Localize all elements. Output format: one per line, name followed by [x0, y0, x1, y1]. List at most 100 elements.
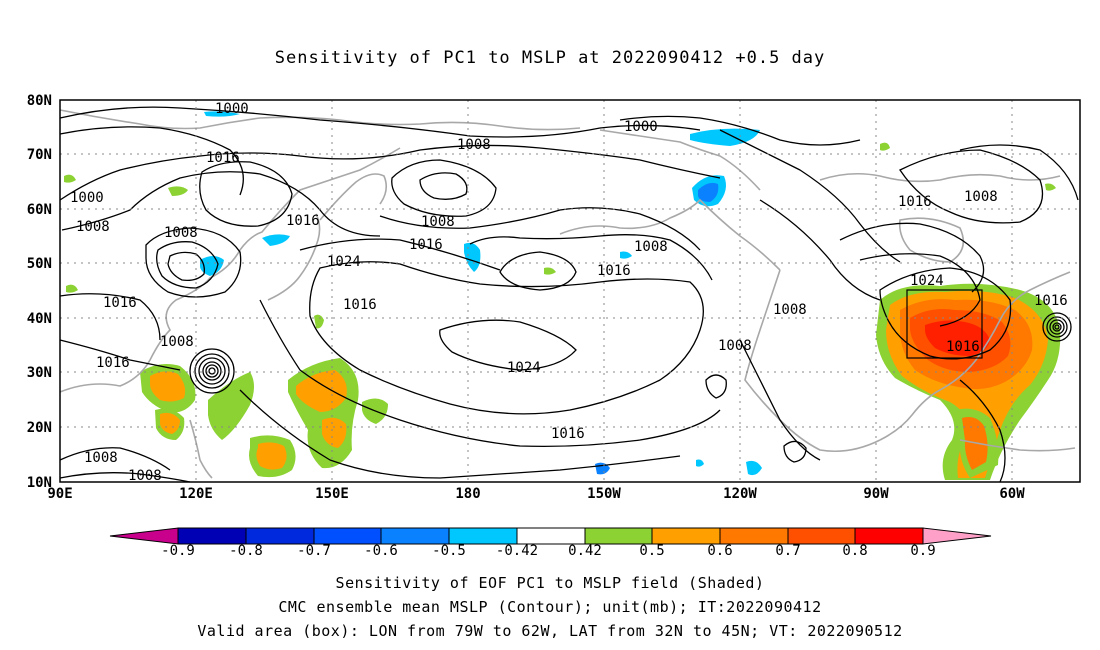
coast-alaska-north [599, 129, 761, 191]
contour-label: 1016 [206, 150, 240, 166]
lat-label: 40N [27, 311, 52, 327]
contour-label: 1008 [457, 137, 491, 153]
contour-line [469, 234, 713, 281]
coastlines [59, 109, 1076, 479]
contour-label: 1008 [164, 225, 198, 241]
coast-japan [267, 213, 321, 301]
contour-label: 1016 [946, 339, 980, 355]
colorbar-swatch [313, 527, 382, 545]
colorbar-high-triangle [922, 527, 992, 545]
lat-label: 80N [27, 93, 52, 109]
contour-label: 1008 [128, 468, 162, 484]
shade-arctic-blue [690, 128, 760, 146]
typhoon-ring [194, 353, 230, 389]
contour-label: 1008 [773, 302, 807, 318]
contour-label: 1016 [898, 194, 932, 210]
contour-line [59, 126, 244, 196]
colorbar-swatch [448, 527, 518, 545]
shade-arctic-green [880, 142, 890, 151]
contour-line [199, 161, 293, 227]
contour-line [719, 129, 901, 263]
coast-canada-north [819, 172, 1061, 183]
colorbar-swatch [177, 527, 247, 545]
contour-line [739, 339, 821, 461]
colorbar-swatch [651, 527, 721, 545]
shade-okhotsk-green [168, 186, 188, 196]
contour-line [705, 374, 727, 399]
lon-label: 90E [47, 486, 72, 502]
contour-label: 1008 [160, 334, 194, 350]
lat-label: 10N [27, 475, 52, 491]
shade-sakhalin-blue [200, 256, 224, 276]
colorbar-swatch [854, 527, 924, 545]
shade-canada-green [1045, 183, 1056, 191]
contour-line [239, 389, 681, 479]
coast-caribbean [959, 439, 1076, 452]
shade-philippine-green [208, 372, 254, 440]
shade-wpac-orange2 [322, 417, 347, 448]
contour-line [959, 379, 1006, 483]
lat-label: 60N [27, 202, 52, 218]
colorbar-swatch [516, 527, 586, 545]
lon-label: 60W [999, 486, 1025, 502]
contour-line [959, 144, 1079, 201]
shade-east-china-orange [150, 371, 186, 402]
coast-kamchatka [319, 173, 388, 221]
colorbar-label: 0.42 [568, 543, 602, 559]
contour-line [439, 319, 577, 371]
colorbar-label: -0.7 [297, 543, 331, 559]
colorbar [109, 527, 992, 545]
shade-ph-sea-orange [256, 442, 287, 470]
colorbar-label: -0.9 [161, 543, 195, 559]
shade-aleutian-blue [464, 242, 481, 272]
lon-label: 90W [863, 486, 889, 502]
contour-label: 1000 [624, 119, 658, 135]
colorbar-swatch [719, 527, 789, 545]
shade-gulf-ak-blue [620, 251, 632, 259]
map-title: Sensitivity of PC1 to MSLP at 2022090412… [274, 48, 826, 68]
colorbar-swatch [584, 527, 653, 545]
colorbar-label: -0.5 [432, 543, 466, 559]
shade-alaska-bluedark [698, 182, 719, 202]
shade-china-green [66, 284, 78, 293]
hurricane-ring [1054, 324, 1060, 330]
colorbar-label: 0.7 [775, 543, 801, 559]
contour-label: 1016 [551, 426, 585, 442]
contour-line [759, 199, 881, 301]
axis-lon: 90E 120E 150E 180 150W 120W 90W 60W [47, 486, 1025, 502]
map-frame [59, 99, 1081, 483]
contour-line [379, 207, 701, 251]
axis-lat: 80N 70N 60N 50N 40N 30N 20N 10N [27, 93, 52, 491]
typhoon-ring [205, 364, 219, 378]
lat-label: 50N [27, 256, 52, 272]
contour-line [59, 106, 701, 138]
lon-label: 150E [315, 486, 349, 502]
colorbar-label: -0.6 [364, 543, 398, 559]
shade-east-us-core [925, 320, 990, 356]
footer-shaded-caption: Sensitivity of EOF PC1 to MSLP field (Sh… [335, 574, 765, 592]
colorbar-label: 0.8 [842, 543, 868, 559]
lon-label: 120E [179, 486, 213, 502]
lat-label: 70N [27, 147, 52, 163]
coast-philippines [189, 419, 213, 479]
shade-japan-green [314, 314, 324, 329]
shade-arctic-blue-small [204, 111, 240, 117]
colorbar-swatch [245, 527, 315, 545]
typhoon-ring [208, 367, 216, 375]
contour-label: 1016 [96, 355, 130, 371]
shade-taiwan-orange [160, 412, 180, 434]
colorbar-swatch [787, 527, 856, 545]
lat-label: 20N [27, 420, 52, 436]
coast-na-east [879, 271, 1071, 441]
lon-label: 180 [455, 486, 480, 502]
coast-na-west [744, 269, 881, 453]
contour-line [499, 251, 577, 291]
shade-epac-blue2 [696, 459, 704, 467]
contour-line [619, 115, 861, 146]
lon-label: 120W [723, 486, 757, 502]
contour-label: 1016 [409, 237, 443, 253]
shade-wpac-orange [296, 370, 347, 412]
lat-label: 30N [27, 365, 52, 381]
contour-line [299, 238, 501, 271]
